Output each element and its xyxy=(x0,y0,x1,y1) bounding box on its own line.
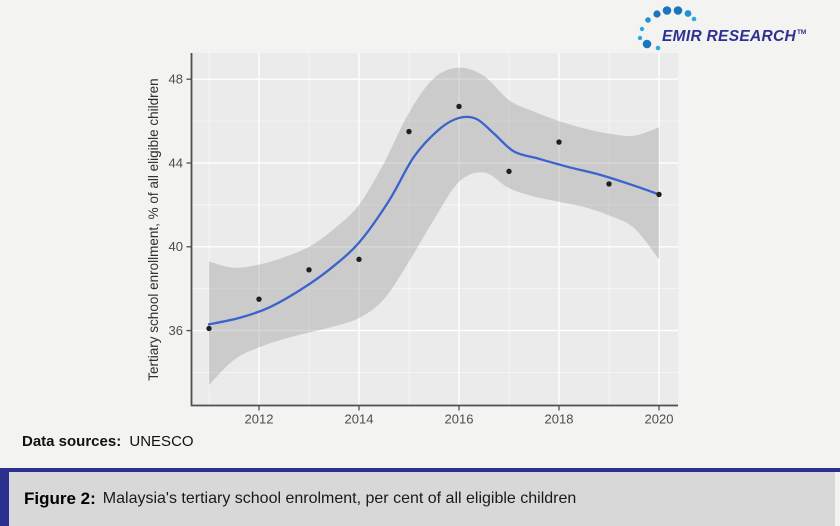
x-tick-label: 2014 xyxy=(345,412,374,427)
x-tick-label: 2016 xyxy=(445,412,474,427)
data-point xyxy=(306,267,312,273)
y-tick-label: 40 xyxy=(169,239,183,254)
x-tick-label: 2020 xyxy=(645,412,674,427)
x-tick-label: 2012 xyxy=(245,412,274,427)
data-point xyxy=(606,181,612,187)
panel-background xyxy=(191,53,678,406)
data-point xyxy=(356,256,362,263)
y-tick-label: 48 xyxy=(169,71,183,86)
y-tick-label: 36 xyxy=(169,323,183,338)
data-point xyxy=(456,103,462,110)
data-source-note: Data sources: UNESCO xyxy=(22,433,194,450)
data-point xyxy=(206,325,212,332)
figure-caption: Malaysia's tertiary school enrolment, pe… xyxy=(102,490,577,507)
data-point xyxy=(656,191,662,198)
figure-label: Figure 2: xyxy=(24,489,96,508)
data-point xyxy=(256,296,262,302)
plot-panel: 36 40 44 48 2012 2014 2016 2018 2020 xyxy=(169,53,678,427)
caption-bar-top-border xyxy=(0,468,840,472)
data-point xyxy=(406,128,412,135)
confidence-band xyxy=(209,67,659,386)
data-point xyxy=(556,139,562,145)
y-axis-title: Tertiary school enrollment, % of all eli… xyxy=(146,78,161,381)
smooth-trend-line xyxy=(207,115,661,326)
emir-research-logo: EMIR RESEARCH TM xyxy=(626,4,826,56)
caption-bar-body: Figure 2: Malaysia's tertiary school enr… xyxy=(0,472,835,526)
data-source-label: Data sources: xyxy=(22,433,122,450)
logo-trademark: TM xyxy=(796,29,807,36)
logo-text: EMIR RESEARCH xyxy=(662,28,796,45)
emir-logo-dots-icon xyxy=(637,6,697,51)
enrolment-chart: Tertiary school enrollment, % of all eli… xyxy=(146,53,678,427)
logo-wordmark: EMIR RESEARCH TM xyxy=(662,28,806,46)
data-source-value: UNESCO xyxy=(129,433,194,450)
y-tick-label: 44 xyxy=(169,155,183,170)
x-tick-label: 2018 xyxy=(545,412,574,427)
figure-caption-bar: Figure 2: Malaysia's tertiary school enr… xyxy=(0,468,840,526)
data-point xyxy=(506,168,512,175)
